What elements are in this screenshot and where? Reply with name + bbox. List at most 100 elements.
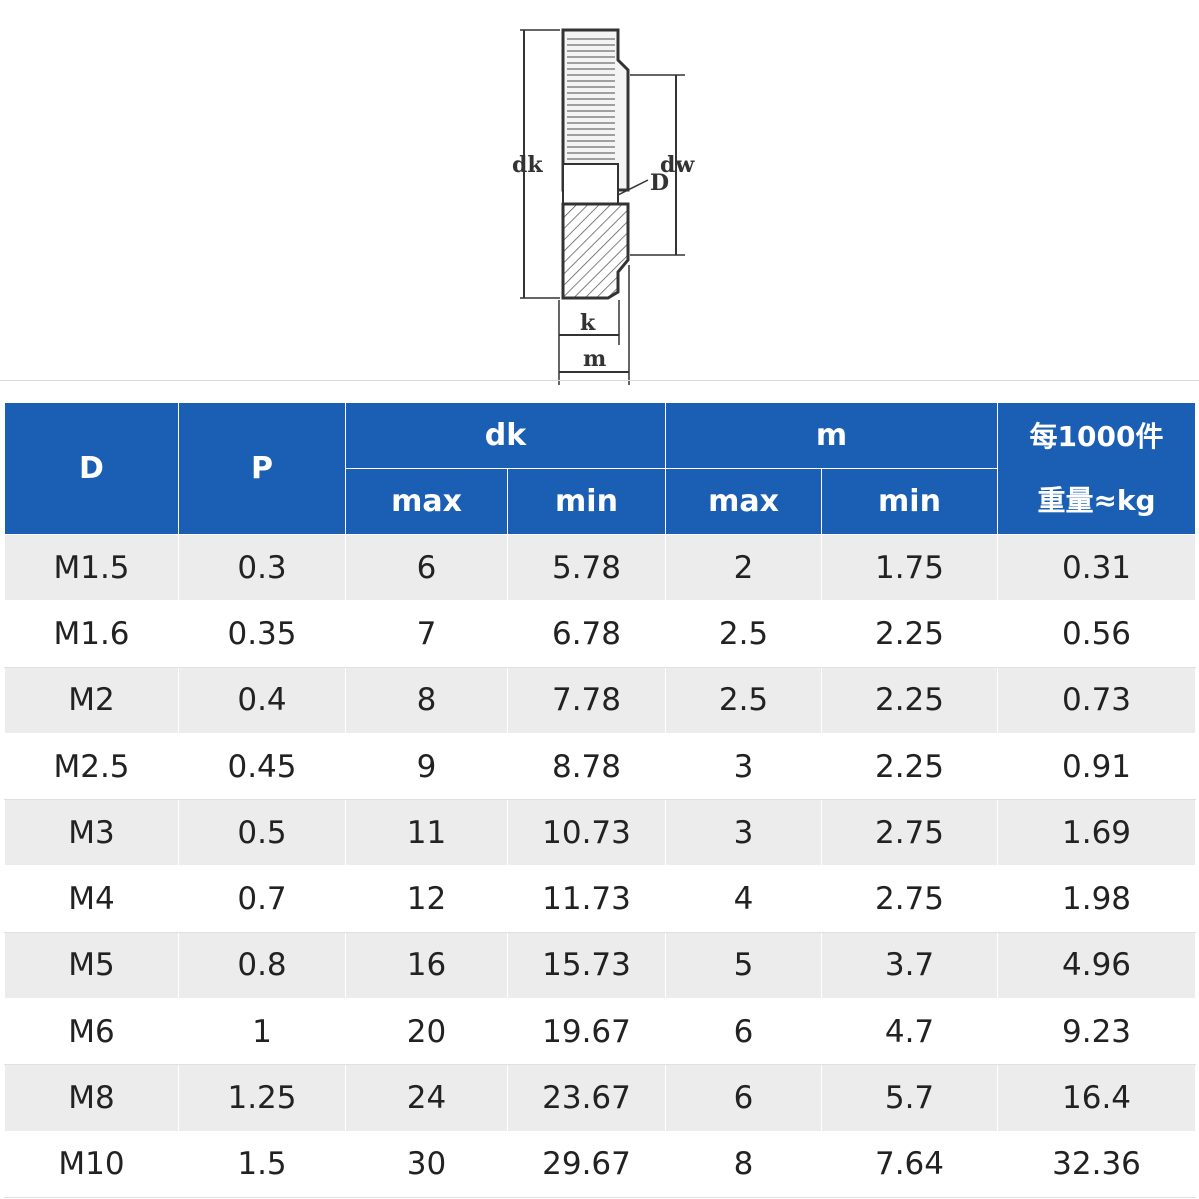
dk-dimension-label: dk <box>512 152 543 178</box>
header-m-min: min <box>820 468 999 535</box>
cell-D: M1.6 <box>4 600 179 668</box>
cell-weight: 9.23 <box>997 998 1197 1066</box>
header-D: D <box>4 402 179 535</box>
cell-P: 0.4 <box>178 666 346 734</box>
cell-weight: 1.98 <box>997 865 1197 933</box>
cell-dk-max: 30 <box>345 1130 508 1199</box>
cell-m-max: 8 <box>665 1130 822 1199</box>
cell-P: 0.5 <box>178 799 346 867</box>
cell-weight: 0.56 <box>997 600 1197 668</box>
cell-dk-max: 20 <box>345 998 508 1066</box>
cell-m-min: 2.25 <box>820 600 999 668</box>
cell-weight: 0.91 <box>997 732 1197 801</box>
header-weight-line2: 重量≈kg <box>1037 483 1156 517</box>
cell-dk-max: 12 <box>345 865 508 933</box>
cell-D: M6 <box>4 998 179 1066</box>
header-P: P <box>178 402 346 535</box>
cell-weight: 0.31 <box>997 533 1197 602</box>
cell-P: 0.45 <box>178 732 346 801</box>
table-row: M2 0.4 8 7.78 2.5 2.25 0.73 <box>4 666 1197 734</box>
header-m-max: max <box>665 468 822 535</box>
bore <box>562 163 619 205</box>
cell-weight: 32.36 <box>997 1130 1197 1199</box>
cell-dk-min: 7.78 <box>507 666 666 734</box>
header-weight: 每1000件 重量≈kg <box>997 402 1197 535</box>
cell-weight: 4.96 <box>997 931 1197 1000</box>
cell-D: M5 <box>4 931 179 1000</box>
cell-m-min: 2.25 <box>820 666 999 734</box>
cell-dk-min: 15.73 <box>507 931 666 1000</box>
cell-m-max: 3 <box>665 799 822 867</box>
cell-dk-min: 5.78 <box>507 533 666 602</box>
cell-P: 0.8 <box>178 931 346 1000</box>
cell-dk-min: 29.67 <box>507 1130 666 1199</box>
header-weight-line1: 每1000件 <box>1029 419 1164 453</box>
cell-dk-min: 19.67 <box>507 998 666 1066</box>
cell-P: 0.35 <box>178 600 346 668</box>
dimension-spec-table: D P dk m 每1000件 重量≈kg max min max min M1… <box>4 402 1197 1199</box>
cell-dk-min: 8.78 <box>507 732 666 801</box>
cell-dk-min: 23.67 <box>507 1064 666 1132</box>
header-dk: dk <box>345 402 666 469</box>
cell-dk-max: 6 <box>345 533 508 602</box>
cell-D: M2.5 <box>4 732 179 801</box>
cell-m-min: 2.75 <box>820 799 999 867</box>
cell-weight: 0.73 <box>997 666 1197 734</box>
cell-dk-min: 11.73 <box>507 865 666 933</box>
cell-m-min: 2.75 <box>820 865 999 933</box>
cell-m-max: 2 <box>665 533 822 602</box>
table-row: M3 0.5 11 10.73 3 2.75 1.69 <box>4 799 1197 867</box>
cell-dk-max: 16 <box>345 931 508 1000</box>
cell-D: M4 <box>4 865 179 933</box>
table-row: M2.5 0.45 9 8.78 3 2.25 0.91 <box>4 732 1197 801</box>
cell-dk-min: 10.73 <box>507 799 666 867</box>
cell-weight: 16.4 <box>997 1064 1197 1132</box>
cell-m-max: 2.5 <box>665 600 822 668</box>
cell-m-min: 2.25 <box>820 732 999 801</box>
cell-D: M3 <box>4 799 179 867</box>
cell-dk-min: 6.78 <box>507 600 666 668</box>
cell-dk-max: 7 <box>345 600 508 668</box>
header-m: m <box>664 402 999 469</box>
cell-m-min: 7.64 <box>820 1130 999 1199</box>
cell-m-min: 1.75 <box>820 533 999 602</box>
table-row: M6 1 20 19.67 6 4.7 9.23 <box>4 998 1197 1066</box>
table-row: M1.5 0.3 6 5.78 2 1.75 0.31 <box>4 533 1197 602</box>
cell-P: 0.7 <box>178 865 346 933</box>
cell-D: M10 <box>4 1130 179 1199</box>
cell-m-max: 6 <box>665 998 822 1066</box>
cell-D: M2 <box>4 666 179 734</box>
cell-m-max: 3 <box>665 732 822 801</box>
divider <box>0 380 1199 381</box>
cell-m-max: 4 <box>665 865 822 933</box>
cell-m-max: 2.5 <box>665 666 822 734</box>
dw-dimension-label: dw <box>660 152 695 178</box>
nut-section-hatch <box>561 202 630 300</box>
cell-D: M8 <box>4 1064 179 1132</box>
m-dimension-label: m <box>583 346 606 372</box>
cell-dk-max: 8 <box>345 666 508 734</box>
table-row: M4 0.7 12 11.73 4 2.75 1.98 <box>4 865 1197 933</box>
cell-m-max: 6 <box>665 1064 822 1132</box>
k-dimension-label: k <box>580 310 596 336</box>
cell-dk-max: 11 <box>345 799 508 867</box>
cell-m-min: 4.7 <box>820 998 999 1066</box>
table-row: M8 1.25 24 23.67 6 5.7 16.4 <box>4 1064 1197 1132</box>
cell-D: M1.5 <box>4 533 179 602</box>
table-header: D P dk m 每1000件 重量≈kg max min max min <box>4 402 1197 535</box>
table-body: M1.5 0.3 6 5.78 2 1.75 0.31 M1.6 0.35 7 6.78 2.5 2.2… <box>4 533 1197 1199</box>
cell-m-min: 3.7 <box>820 931 999 1000</box>
D-dimension-label: D <box>650 170 669 196</box>
cell-m-max: 5 <box>665 931 822 1000</box>
technical-drawing-svg: dk dw D k m <box>512 28 695 385</box>
table-row: M10 1.5 30 29.67 8 7.64 32.36 <box>4 1130 1197 1199</box>
cell-weight: 1.69 <box>997 799 1197 867</box>
table-row: M5 0.8 16 15.73 5 3.7 4.96 <box>4 931 1197 1000</box>
cell-dk-max: 9 <box>345 732 508 801</box>
header-dk-min: min <box>507 468 666 535</box>
cell-dk-max: 24 <box>345 1064 508 1132</box>
header-dk-max: max <box>345 468 508 535</box>
knurl-texture <box>567 34 615 164</box>
table-row: M1.6 0.35 7 6.78 2.5 2.25 0.56 <box>4 600 1197 668</box>
cell-P: 1.25 <box>178 1064 346 1132</box>
